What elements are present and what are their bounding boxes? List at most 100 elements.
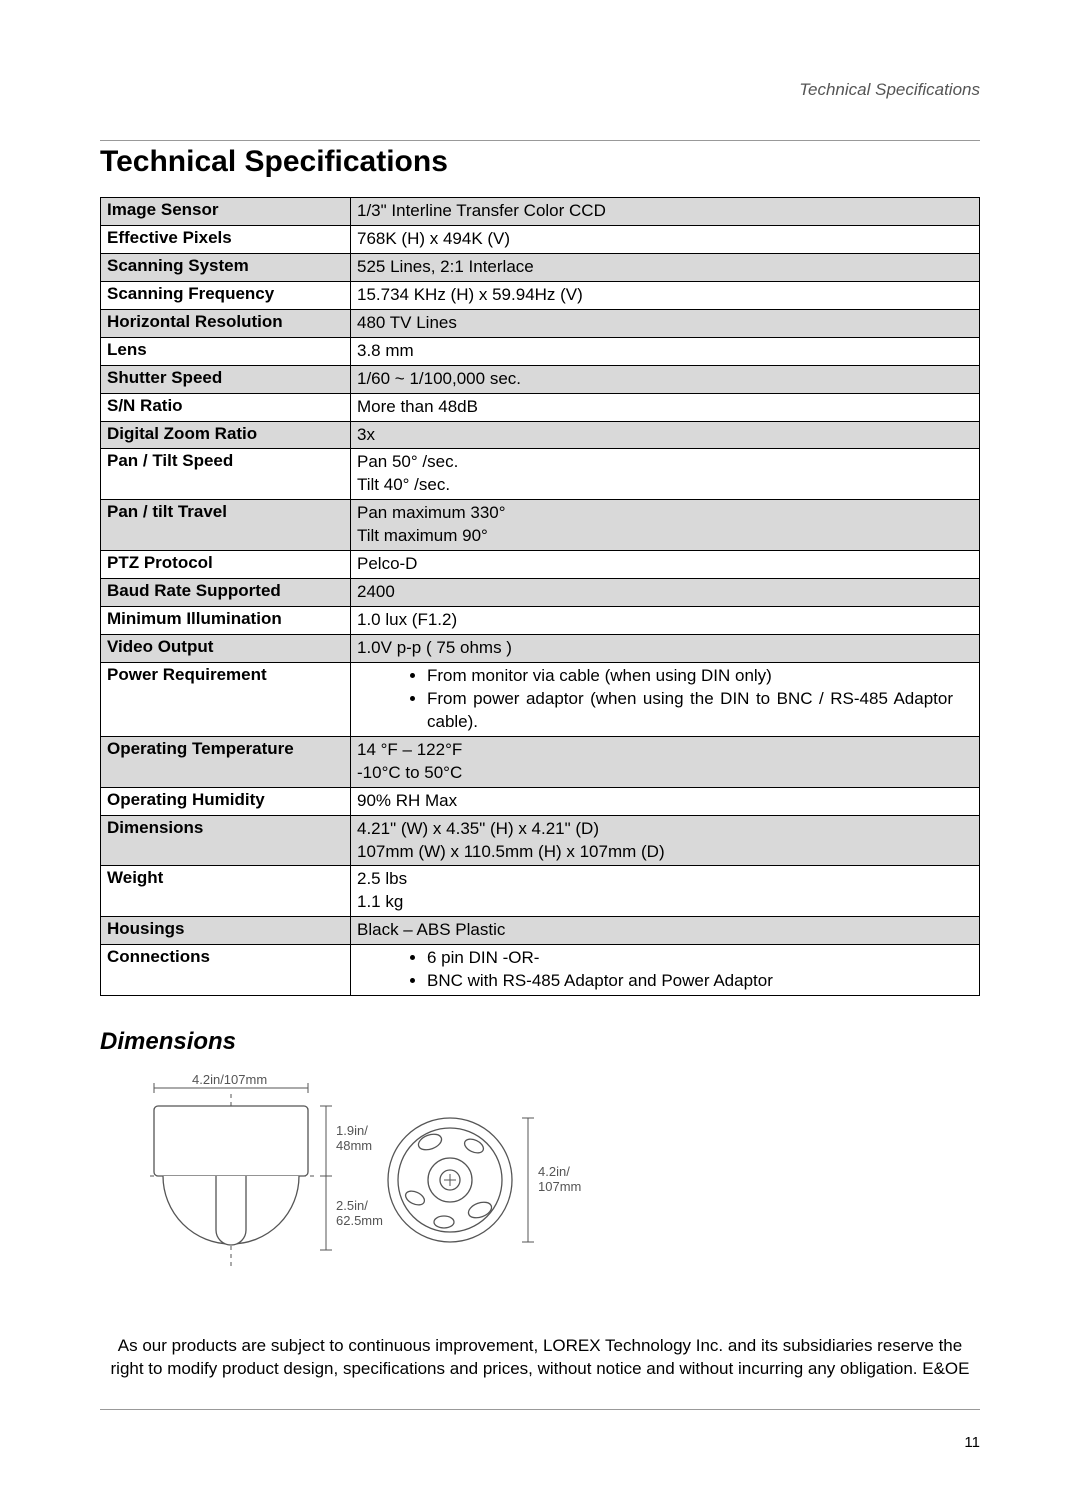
spec-value: 90% RH Max: [351, 787, 980, 815]
dim-bot-h2: 62.5mm: [336, 1213, 383, 1228]
table-row: Housings Black – ABS Plastic: [101, 917, 980, 945]
table-row: Video Output 1.0V p-p ( 75 ohms ): [101, 635, 980, 663]
table-row: Pan / Tilt SpeedPan 50° /sec.Tilt 40° /s…: [101, 449, 980, 500]
spec-value: 3x: [351, 421, 980, 449]
spec-label: Effective Pixels: [101, 225, 351, 253]
spec-value-line: Tilt maximum 90°: [357, 525, 973, 548]
spec-label: Baud Rate Supported: [101, 579, 351, 607]
spec-value: 2.5 lbs1.1 kg: [351, 866, 980, 917]
spec-value: 480 TV Lines: [351, 309, 980, 337]
table-row: Dimensions 4.21" (W) x 4.35" (H) x 4.21" …: [101, 815, 980, 866]
table-row: Minimum Illumination1.0 lux (F1.2): [101, 607, 980, 635]
spec-label: Pan / tilt Travel: [101, 500, 351, 551]
list-item: From power adaptor (when using the DIN t…: [427, 688, 973, 734]
spec-value: 15.734 KHz (H) x 59.94Hz (V): [351, 281, 980, 309]
spec-value: 768K (H) x 494K (V): [351, 225, 980, 253]
spec-value: 1.0 lux (F1.2): [351, 607, 980, 635]
table-row: Effective Pixels 768K (H) x 494K (V): [101, 225, 980, 253]
list-item: BNC with RS-485 Adaptor and Power Adapto…: [427, 970, 973, 993]
dim-top-h1: 1.9in/: [336, 1123, 368, 1138]
table-row: Operating Humidity90% RH Max: [101, 787, 980, 815]
spec-label: Lens: [101, 337, 351, 365]
spec-value: 6 pin DIN -OR-BNC with RS-485 Adaptor an…: [351, 945, 980, 996]
spec-value-line: Tilt 40° /sec.: [357, 474, 973, 497]
dim-width-label: 4.2in/107mm: [192, 1072, 267, 1087]
spec-label: Housings: [101, 917, 351, 945]
spec-value-line: 3x: [357, 424, 973, 447]
spec-value: Pelco-D: [351, 551, 980, 579]
spec-value: 1.0V p-p ( 75 ohms ): [351, 635, 980, 663]
spec-label: Image Sensor: [101, 198, 351, 226]
dim-top-h2: 48mm: [336, 1138, 372, 1153]
spec-value-line: Pan 50° /sec.: [357, 451, 973, 474]
footer-rule: [100, 1409, 980, 1410]
spec-label: Video Output: [101, 635, 351, 663]
spec-value: 525 Lines, 2:1 Interlace: [351, 253, 980, 281]
spec-value-line: 14 °F – 122°F: [357, 739, 973, 762]
spec-value-line: 1/60 ~ 1/100,000 sec.: [357, 368, 973, 391]
dimensions-heading: Dimensions: [100, 1028, 980, 1056]
spec-label: Power Requirement: [101, 662, 351, 736]
spec-label: Shutter Speed: [101, 365, 351, 393]
table-row: Operating Temperature14 °F – 122°F-10°C …: [101, 736, 980, 787]
spec-value-line: 525 Lines, 2:1 Interlace: [357, 256, 973, 279]
list-item: 6 pin DIN -OR-: [427, 947, 973, 970]
spec-value: Pan 50° /sec.Tilt 40° /sec.: [351, 449, 980, 500]
spec-label: Connections: [101, 945, 351, 996]
table-row: Baud Rate Supported 2400: [101, 579, 980, 607]
spec-value-line: 768K (H) x 494K (V): [357, 228, 973, 251]
spec-value-line: 1.0 lux (F1.2): [357, 609, 973, 632]
spec-label: Horizontal Resolution: [101, 309, 351, 337]
spec-value-line: 4.21" (W) x 4.35" (H) x 4.21" (D): [357, 818, 973, 841]
spec-value-line: 107mm (W) x 110.5mm (H) x 107mm (D): [357, 841, 973, 864]
spec-label: PTZ Protocol: [101, 551, 351, 579]
header-rule: [100, 140, 980, 141]
spec-label: S/N Ratio: [101, 393, 351, 421]
spec-value-line: 2.5 lbs: [357, 868, 973, 891]
dim-right-2: 107mm: [538, 1179, 581, 1194]
spec-value: 3.8 mm: [351, 337, 980, 365]
table-row: Scanning Frequency 15.734 KHz (H) x 59.94…: [101, 281, 980, 309]
running-header: Technical Specifications: [100, 80, 980, 100]
spec-value-line: Black – ABS Plastic: [357, 919, 973, 942]
spec-label: Dimensions: [101, 815, 351, 866]
table-row: Shutter Speed 1/60 ~ 1/100,000 sec.: [101, 365, 980, 393]
spec-value-line: 1.1 kg: [357, 891, 973, 914]
spec-value: 1/60 ~ 1/100,000 sec.: [351, 365, 980, 393]
table-row: Scanning System 525 Lines, 2:1 Interlace: [101, 253, 980, 281]
spec-value: Pan maximum 330°Tilt maximum 90°: [351, 500, 980, 551]
table-row: Lens 3.8 mm: [101, 337, 980, 365]
table-row: Connections6 pin DIN -OR-BNC with RS-485…: [101, 945, 980, 996]
spec-label: Scanning Frequency: [101, 281, 351, 309]
spec-label: Weight: [101, 866, 351, 917]
spec-value-line: 3.8 mm: [357, 340, 973, 363]
spec-value: 14 °F – 122°F-10°C to 50°C: [351, 736, 980, 787]
table-row: Power Requirement From monitor via cable …: [101, 662, 980, 736]
spec-label: Scanning System: [101, 253, 351, 281]
spec-value-line: 15.734 KHz (H) x 59.94Hz (V): [357, 284, 973, 307]
spec-value: More than 48dB: [351, 393, 980, 421]
list-item: From monitor via cable (when using DIN o…: [427, 665, 973, 688]
spec-table: Image Sensor1/3" Interline Transfer Colo…: [100, 197, 980, 996]
dim-bot-h1: 2.5in/: [336, 1198, 368, 1213]
dimensions-diagram: 4.2in/107mm 1.9in/ 48mm 2.5in/ 62.5mm: [100, 1070, 980, 1295]
spec-value: Black – ABS Plastic: [351, 917, 980, 945]
spec-value-line: 1.0V p-p ( 75 ohms ): [357, 637, 973, 660]
table-row: Weight2.5 lbs1.1 kg: [101, 866, 980, 917]
page-title: Technical Specifications: [100, 145, 980, 179]
table-row: S/N RatioMore than 48dB: [101, 393, 980, 421]
spec-value-line: Pelco-D: [357, 553, 973, 576]
spec-label: Pan / Tilt Speed: [101, 449, 351, 500]
table-row: Image Sensor1/3" Interline Transfer Colo…: [101, 198, 980, 226]
disclaimer-text: As our products are subject to continuou…: [100, 1335, 980, 1381]
spec-value-line: 2400: [357, 581, 973, 604]
spec-value: From monitor via cable (when using DIN o…: [351, 662, 980, 736]
spec-value: 1/3" Interline Transfer Color CCD: [351, 198, 980, 226]
table-row: Digital Zoom Ratio 3x: [101, 421, 980, 449]
dim-right-1: 4.2in/: [538, 1164, 570, 1179]
spec-value: 2400: [351, 579, 980, 607]
table-row: Pan / tilt TravelPan maximum 330°Tilt ma…: [101, 500, 980, 551]
page-number: 11: [100, 1434, 980, 1451]
spec-label: Digital Zoom Ratio: [101, 421, 351, 449]
spec-value-line: 480 TV Lines: [357, 312, 973, 335]
